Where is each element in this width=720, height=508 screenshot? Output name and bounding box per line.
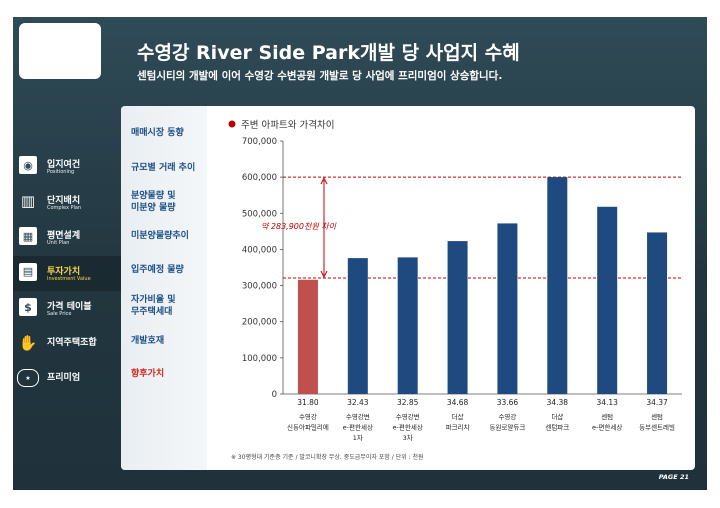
side-menu-sublabel: Unit Plan — [47, 240, 70, 246]
sub-menu-item[interactable]: 미분양물량추이 — [131, 231, 189, 241]
legend-label: 주변 아파트와 가격차이 — [241, 119, 334, 131]
bar-area-label: 34.38 — [547, 398, 569, 407]
bar — [547, 177, 568, 394]
side-menu-sublabel: Sale Price — [47, 311, 72, 317]
bar-category-label: 센텀 — [601, 412, 613, 421]
y-tick-label: 600,000 — [242, 173, 277, 183]
side-menu: ◉ 입지여건 Positioning ▥ 단지배치 Complex Plan ▦… — [13, 149, 121, 398]
bar-category-label: 동부센트레빌 — [639, 423, 675, 432]
bar-area-label: 34.37 — [646, 398, 668, 407]
side-menu-item-premium[interactable]: ★ 프리미엄 — [13, 362, 121, 398]
bar-area-label: 32.85 — [397, 398, 419, 407]
side-menu-item-price[interactable]: $ 가격 테이블 Sale Price — [13, 291, 121, 327]
building-icon: ▥ — [20, 191, 36, 210]
sub-menu-item[interactable]: 규모별 거래 추이 — [131, 163, 196, 173]
bar-category-label: 수영강변 — [396, 412, 420, 421]
y-tick-label: 300,000 — [242, 282, 277, 292]
bar — [597, 206, 618, 394]
side-menu-sublabel: Investment Value — [47, 275, 91, 282]
bar-area-label: 34.13 — [596, 398, 618, 407]
floorplan-icon: ▦ — [19, 227, 37, 245]
page-number: PAGE 21 — [658, 473, 689, 481]
side-menu-item-complex[interactable]: ▥ 단지배치 Complex Plan — [13, 185, 121, 221]
sub-menu-item[interactable]: 분양물량 및 미분양 물량 — [131, 191, 176, 213]
slide: 수영강 River Side Park개발 당 사업지 수혜 센텀시티의 개발에… — [13, 17, 707, 490]
bar-category-label: 센텀파크 — [545, 423, 569, 432]
bar-category-label: e-편한세상 — [592, 423, 622, 432]
bar-area-label: 34.68 — [447, 398, 469, 407]
page-title: 수영강 River Side Park개발 당 사업지 수혜 — [137, 42, 520, 64]
bar-category-label: 더샵 — [551, 412, 563, 421]
y-tick-label: 700,000 — [242, 137, 277, 147]
bar-category-label: 3차 — [403, 433, 413, 442]
sub-menu-item[interactable]: 입주예정 물량 — [131, 265, 184, 275]
bar — [397, 257, 418, 394]
bar-category-label: 1차 — [353, 433, 363, 442]
side-menu-item-housing-union[interactable]: ✋ 지역주택조합 — [13, 327, 121, 363]
bar-category-label: e-편한세상 — [393, 423, 423, 432]
bar-category-label: 센텀 — [651, 412, 663, 421]
bar-category-label: 수영강변 — [346, 412, 370, 421]
gap-arrow-up-head — [320, 177, 328, 185]
side-menu-sublabel: Positioning — [47, 169, 75, 175]
side-menu-label: 투자가치 — [47, 266, 81, 277]
bar — [347, 258, 368, 394]
bar-category-label: 동원로얄듀크 — [489, 423, 525, 432]
bar — [497, 223, 518, 394]
side-menu-label: 입지여건 — [47, 160, 81, 170]
bar-area-label: 32.43 — [347, 398, 369, 407]
bar — [647, 232, 668, 394]
side-menu-item-investment[interactable]: ▤ 투자가치 Investment Value — [13, 255, 121, 291]
price-tag-icon: $ — [19, 298, 37, 316]
legend-marker — [228, 120, 236, 128]
sub-menu-item[interactable]: 매매시장 동향 — [131, 128, 184, 138]
bar-category-label: 파크리치 — [446, 423, 470, 432]
bar-category-label: e-편한세상 — [343, 423, 373, 432]
bar-category-label: 더샵 — [452, 412, 464, 421]
bar-series — [297, 177, 668, 394]
side-menu-item-unit-plan[interactable]: ▦ 평면설계 Unit Plan — [13, 220, 121, 256]
chart-icon: ▤ — [19, 262, 37, 281]
price-gap-annotation: 약 283,900천원 차이 — [261, 222, 337, 231]
sub-menu-item[interactable]: 자가비율 및 무주택세대 — [131, 295, 176, 317]
y-tick-label: 0 — [272, 390, 277, 400]
bar — [297, 279, 318, 394]
bar-area-label: 31.80 — [297, 398, 319, 407]
y-tick-label: 200,000 — [242, 318, 277, 328]
page-subtitle: 센텀시티의 개발에 이어 수영강 수변공원 개발로 당 사업에 프리미엄이 상승… — [137, 70, 503, 82]
sub-menu-item[interactable]: 개발호재 — [131, 336, 165, 346]
bar — [447, 241, 468, 394]
premium-badge-icon: ★ — [17, 369, 39, 387]
location-icon: ◉ — [19, 156, 37, 174]
side-menu-label: 가격 테이블 — [47, 302, 92, 312]
sub-menu: 매매시장 동향 규모별 거래 추이 분양물량 및 미분양 물량 미분양물량추이 … — [121, 106, 207, 470]
bar-category-label: 신동아파밀리에 — [287, 423, 329, 432]
sub-menu-item-active[interactable]: 향후가치 — [131, 369, 165, 379]
side-menu-label: 단지배치 — [47, 195, 81, 206]
y-tick-label: 500,000 — [242, 209, 277, 219]
y-tick-label: 400,000 — [242, 245, 277, 255]
y-axis: 0 100,000 200,000 300,000 400,000 500,000 600,… — [242, 137, 682, 400]
logo-placeholder — [19, 23, 101, 79]
side-menu-sublabel: Complex Plan — [47, 204, 82, 211]
price-gap-chart: 주변 아파트와 가격차이 0 100,000 200,000 300,000 400,0… — [228, 119, 682, 461]
side-menu-label: 평면설계 — [47, 231, 81, 241]
chart-footnote: ※ 30평형대 기준층 기준 / 발코니확장 무상, 중도금무이자 포함 / 단… — [231, 453, 424, 461]
y-tick-label: 100,000 — [242, 354, 277, 364]
bar-category-label: 수영강 — [299, 412, 317, 421]
x-axis-labels: 31.80수영강신동아파밀리에32.43수영강변e-편한세상1차32.85수영강… — [287, 398, 675, 442]
side-menu-label: 지역주택조합 — [47, 337, 97, 348]
gap-arrow-down-head — [320, 270, 328, 279]
bar-area-label: 33.66 — [497, 398, 519, 407]
side-menu-item-location[interactable]: ◉ 입지여건 Positioning — [13, 149, 121, 185]
bar-category-label: 수영강 — [498, 412, 516, 421]
content-panel: 매매시장 동향 규모별 거래 추이 분양물량 및 미분양 물량 미분양물량추이 … — [121, 106, 695, 470]
handshake-icon: ✋ — [18, 333, 38, 352]
side-menu-label: 프리미엄 — [47, 373, 81, 383]
reference-lines — [283, 176, 682, 279]
